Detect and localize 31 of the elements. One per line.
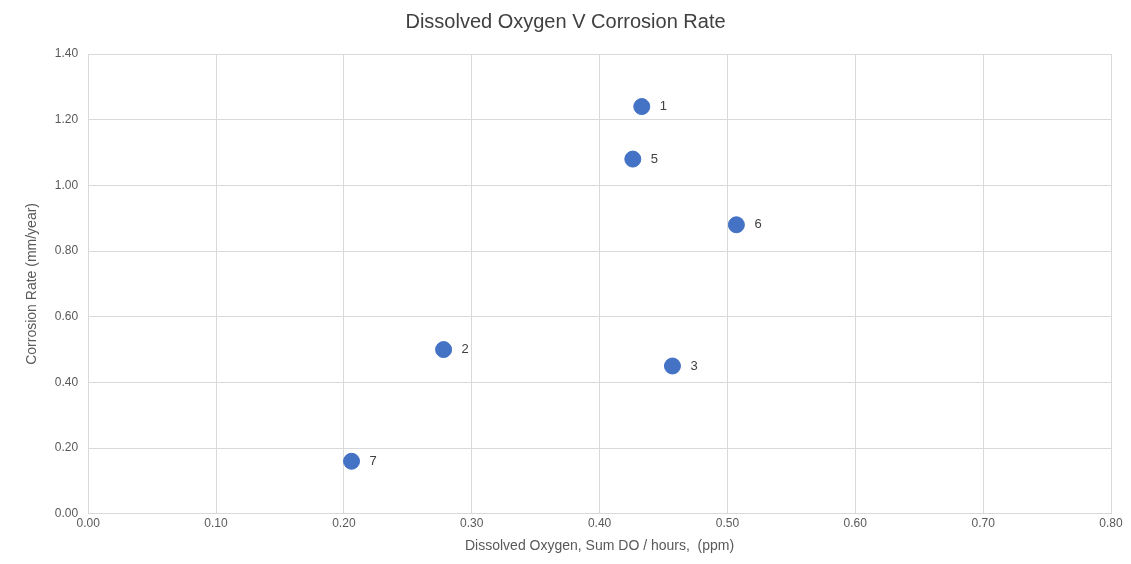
x-tick-label: 0.60 bbox=[843, 516, 868, 531]
point bbox=[727, 216, 745, 234]
annotation: 7 bbox=[369, 452, 377, 468]
annotation: 1 bbox=[659, 98, 667, 114]
annotation: 3 bbox=[690, 357, 698, 373]
annotation: 6 bbox=[754, 216, 762, 232]
chart-title: Dissolved Oxygen V Corrosion Rate bbox=[405, 9, 726, 32]
y-tick-label: 0.80 bbox=[54, 243, 79, 258]
x-tick-label: 0.40 bbox=[587, 516, 612, 531]
x-tick-label: 0.20 bbox=[332, 516, 356, 531]
x-tick-label: 0.10 bbox=[204, 516, 229, 531]
x-tick-label: 0.70 bbox=[971, 516, 996, 531]
y-tick-label: 1.40 bbox=[54, 46, 79, 61]
x-tick-label: 0.30 bbox=[460, 516, 484, 531]
annotation: 2 bbox=[461, 341, 469, 357]
point bbox=[633, 98, 651, 116]
point bbox=[624, 150, 642, 168]
y-tick-label: 1.20 bbox=[54, 112, 79, 126]
y-tick-label: 1.00 bbox=[54, 177, 79, 192]
point bbox=[343, 452, 361, 470]
annotation: 5 bbox=[650, 150, 659, 166]
x-axis-title: Dissolved Oxygen, Sum DO / hours, (ppm) bbox=[464, 537, 735, 554]
x-tick-label: 0.00 bbox=[76, 516, 101, 531]
y-tick-label: 0.20 bbox=[54, 440, 79, 455]
point bbox=[663, 357, 681, 375]
y-tick-label: 0.60 bbox=[54, 309, 79, 324]
y-axis-title: Corrosion Rate (mm/year) bbox=[23, 202, 40, 365]
x-tick-label: 0.80 bbox=[1099, 516, 1123, 531]
point bbox=[435, 341, 453, 359]
x-tick-label: 0.50 bbox=[715, 516, 740, 531]
y-tick-label: 0.40 bbox=[54, 374, 79, 389]
